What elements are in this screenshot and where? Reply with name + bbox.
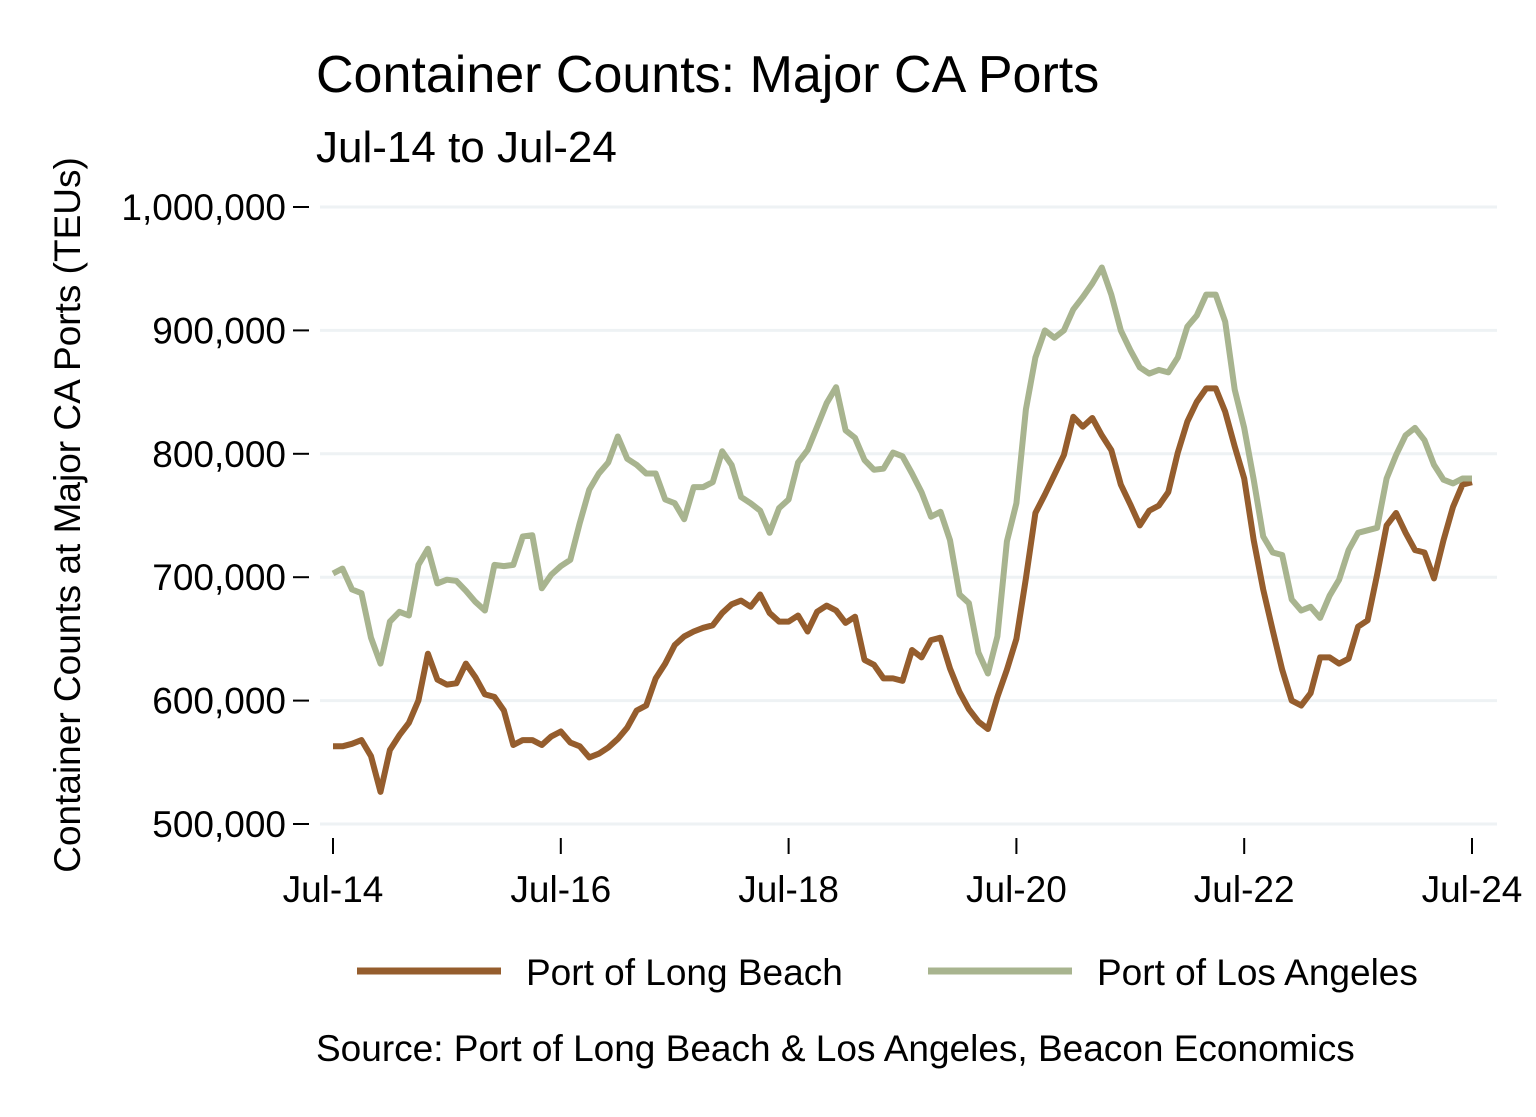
x-tick-label: Jul-20 [966, 869, 1067, 910]
y-tick-label: 600,000 [152, 681, 286, 722]
y-axis-label: Container Counts at Major CA Ports (TEUs… [47, 157, 88, 873]
y-axis: 500,000 600,000 700,000 800,000 900,000 1,000… [121, 187, 309, 845]
source-note: Source: Port of Long Beach & Los Angeles… [316, 1028, 1355, 1069]
chart-subtitle: Jul-14 to Jul-24 [316, 123, 617, 172]
series-lines [331, 264, 1473, 795]
x-tick-label: Jul-24 [1422, 869, 1523, 910]
y-tick-label: 800,000 [152, 434, 286, 475]
legend-label: Port of Long Beach [526, 952, 843, 993]
x-axis: Jul-14 Jul-16 Jul-18 Jul-20 Jul-22 Jul-24 [283, 838, 1523, 910]
gridlines [320, 205, 1497, 826]
series-line-long-beach [333, 385, 1473, 795]
x-tick-label: Jul-16 [510, 869, 611, 910]
series-line-los-angeles [331, 264, 1472, 677]
legend-label: Port of Los Angeles [1097, 952, 1418, 993]
y-tick-label: 900,000 [152, 310, 286, 351]
x-tick-label: Jul-14 [283, 869, 384, 910]
legend: Port of Long Beach Port of Los Angeles [357, 952, 1418, 993]
y-tick-label: 500,000 [152, 804, 286, 845]
y-tick-label: 1,000,000 [121, 187, 286, 228]
chart-title: Container Counts: Major CA Ports [316, 46, 1099, 104]
y-tick-label: 700,000 [152, 557, 286, 598]
x-tick-label: Jul-22 [1194, 869, 1295, 910]
x-tick-label: Jul-18 [738, 869, 839, 910]
